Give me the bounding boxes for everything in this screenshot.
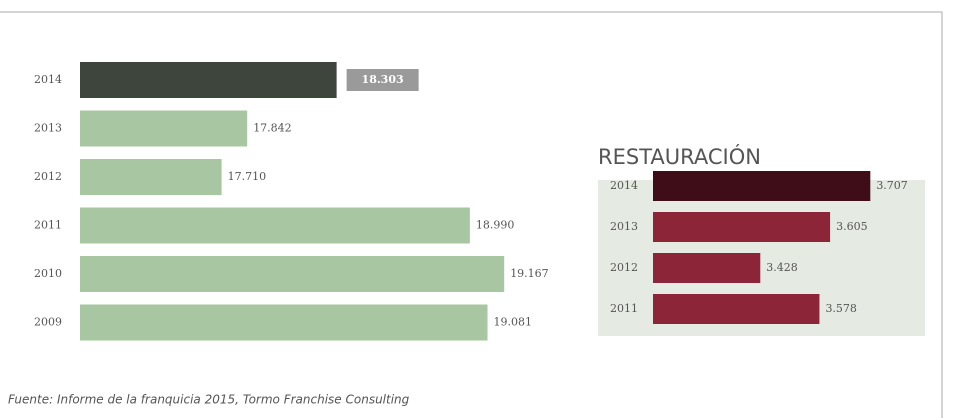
bar [80,256,505,292]
source: Fuente: Informe de la franquicia 2015, T… [8,393,410,407]
frame [0,11,943,418]
value-label-box [346,69,419,91]
y-tick-label: 2013 [34,122,62,135]
value-label: 18.990 [476,219,515,232]
value-label: 3.428 [766,261,798,274]
value-label: 18.303 [362,73,404,86]
bar [80,62,337,98]
bar [653,171,871,201]
y-tick-label: 2014 [610,179,638,192]
y-tick-label: 2011 [34,219,62,232]
value-label: 19.081 [494,316,533,329]
y-tick-label: 2009 [34,316,62,329]
value-label: 3.605 [836,220,868,233]
y-tick-label: 2010 [34,267,62,280]
bar [80,304,488,341]
bar [80,159,222,195]
value-label: 17.842 [253,122,292,135]
value-label: 3.578 [825,302,857,315]
bar [80,207,470,244]
value-label: 19.167 [510,267,549,280]
value-label: 3.707 [876,179,908,192]
y-tick-label: 2011 [610,302,638,315]
bar [80,110,248,147]
bar [653,253,761,283]
y-tick-label: 2013 [610,220,638,233]
value-label: 17.710 [228,170,267,183]
bar [653,294,820,324]
y-tick-label: 2012 [610,261,638,274]
y-tick-label: 2012 [34,170,62,183]
chart-title: RESTAURACIÓN [598,144,761,169]
y-tick-label: 2014 [34,73,62,86]
bar [653,212,831,242]
